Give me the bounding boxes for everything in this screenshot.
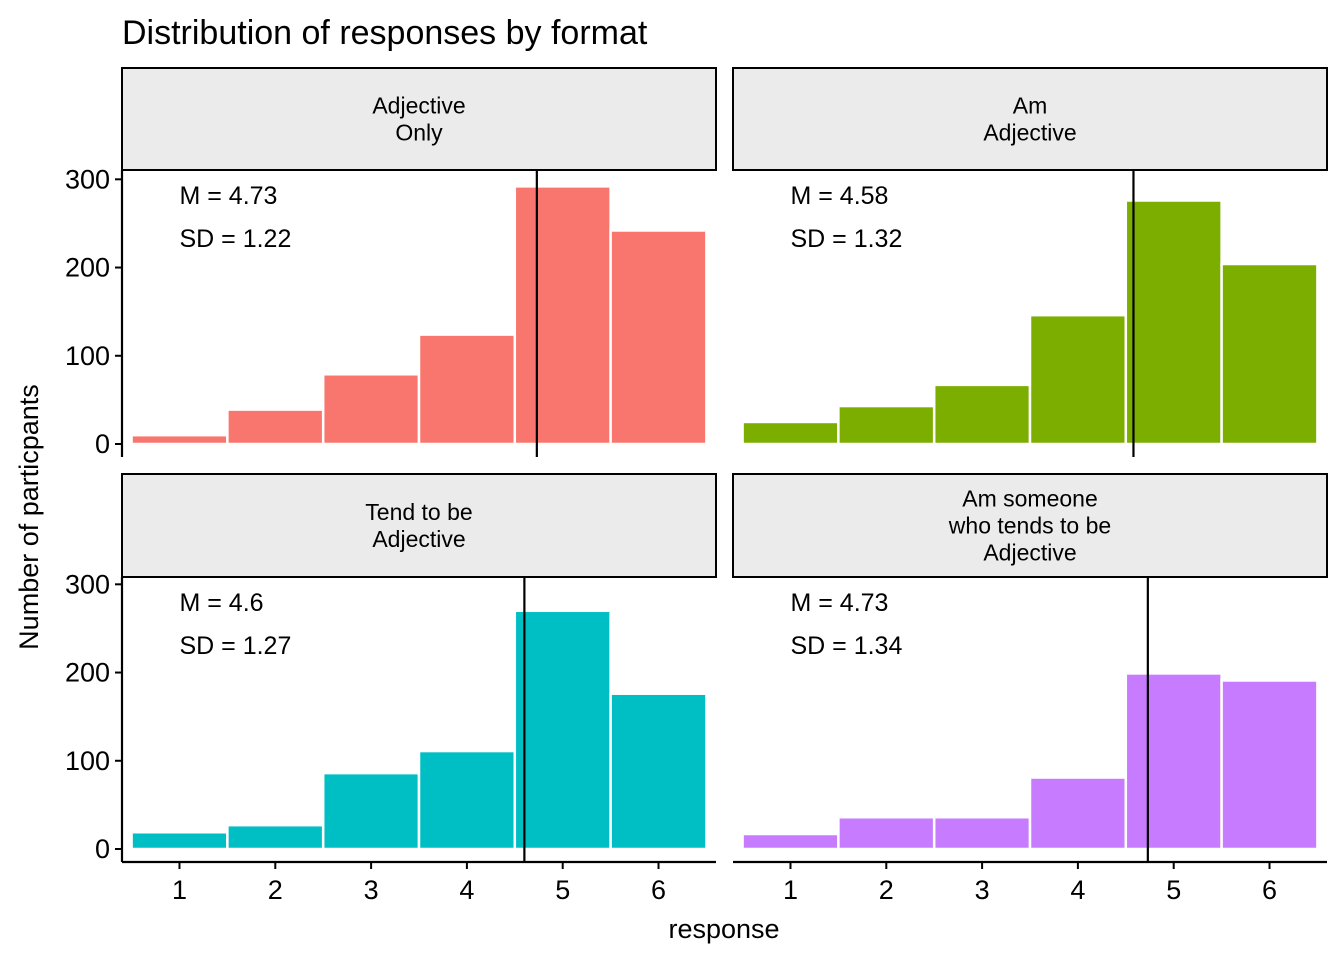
y-tick-label: 300 bbox=[65, 569, 110, 599]
y-tick-label: 200 bbox=[65, 658, 110, 688]
facet-strip-label: Am someone bbox=[962, 486, 1098, 512]
y-axis-title: Number of particpants bbox=[14, 384, 44, 650]
histogram-bar bbox=[226, 823, 325, 851]
y-tick-label: 100 bbox=[65, 341, 110, 371]
x-tick-label: 2 bbox=[879, 875, 894, 905]
x-tick-label: 4 bbox=[1070, 875, 1085, 905]
y-tick-label: 200 bbox=[65, 253, 110, 283]
y-tick-label: 0 bbox=[95, 429, 110, 459]
histogram-bar bbox=[130, 830, 229, 851]
histogram-bar bbox=[741, 832, 840, 851]
histogram-bar bbox=[837, 815, 936, 851]
x-axis-title: response bbox=[668, 914, 779, 944]
histogram-bar bbox=[513, 609, 612, 851]
histogram-bar bbox=[837, 404, 936, 446]
x-tick-label: 2 bbox=[268, 875, 283, 905]
sd-annotation: SD = 1.22 bbox=[179, 225, 291, 253]
histogram-bar bbox=[321, 771, 421, 851]
x-tick-label: 6 bbox=[1262, 875, 1277, 905]
x-tick-label: 3 bbox=[364, 875, 379, 905]
histogram-bar bbox=[932, 383, 1032, 446]
mean-annotation: M = 4.6 bbox=[179, 589, 263, 617]
histogram-bar bbox=[1124, 672, 1223, 851]
y-tick-label: 0 bbox=[95, 834, 110, 864]
histogram-bar bbox=[226, 408, 325, 446]
sd-annotation: SD = 1.32 bbox=[790, 225, 902, 253]
histogram-bar bbox=[513, 185, 612, 446]
facet-strip-label: Am bbox=[1013, 93, 1048, 119]
facet-strip bbox=[121, 473, 717, 578]
facet-strip-label: Adjective bbox=[983, 120, 1076, 146]
histogram-bar bbox=[321, 373, 421, 446]
histogram-bar bbox=[1028, 313, 1128, 446]
sd-annotation: SD = 1.34 bbox=[790, 632, 902, 660]
histogram-bar bbox=[1028, 776, 1128, 851]
histogram-bar bbox=[609, 692, 708, 851]
x-tick-label: 1 bbox=[172, 875, 187, 905]
x-tick-label: 5 bbox=[1166, 875, 1181, 905]
x-tick-label: 4 bbox=[459, 875, 474, 905]
x-tick-label: 5 bbox=[555, 875, 570, 905]
facet-strip-label: Tend to be bbox=[365, 499, 472, 525]
facet-strip-label: Only bbox=[395, 120, 443, 146]
facet-strip-label: Adjective bbox=[372, 93, 465, 119]
x-tick-label: 3 bbox=[975, 875, 990, 905]
histogram-bar bbox=[417, 333, 517, 446]
histogram-bar bbox=[741, 420, 840, 446]
mean-annotation: M = 4.73 bbox=[790, 589, 888, 617]
mean-annotation: M = 4.73 bbox=[179, 182, 277, 210]
facet-strip bbox=[732, 67, 1328, 171]
chart-title: Distribution of responses by format bbox=[122, 14, 648, 52]
histogram-bar bbox=[932, 815, 1032, 851]
facet-strip bbox=[121, 67, 717, 171]
facet-strip-label: Adjective bbox=[983, 540, 1076, 566]
x-tick-label: 1 bbox=[783, 875, 798, 905]
mean-annotation: M = 4.58 bbox=[790, 182, 888, 210]
y-tick-label: 300 bbox=[65, 164, 110, 194]
histogram-bar bbox=[1124, 199, 1223, 446]
facet-strip bbox=[732, 473, 1328, 578]
sd-annotation: SD = 1.27 bbox=[179, 632, 291, 660]
histogram-bar bbox=[130, 433, 229, 446]
histogram-bar bbox=[417, 749, 517, 851]
facet-strip-label: Adjective bbox=[372, 526, 465, 552]
histogram-bar bbox=[609, 229, 708, 446]
histogram-bar bbox=[1220, 679, 1319, 851]
facet-strip-label: who tends to be bbox=[948, 513, 1111, 539]
histogram-bar bbox=[1220, 262, 1319, 446]
y-tick-label: 100 bbox=[65, 746, 110, 776]
x-tick-label: 6 bbox=[651, 875, 666, 905]
